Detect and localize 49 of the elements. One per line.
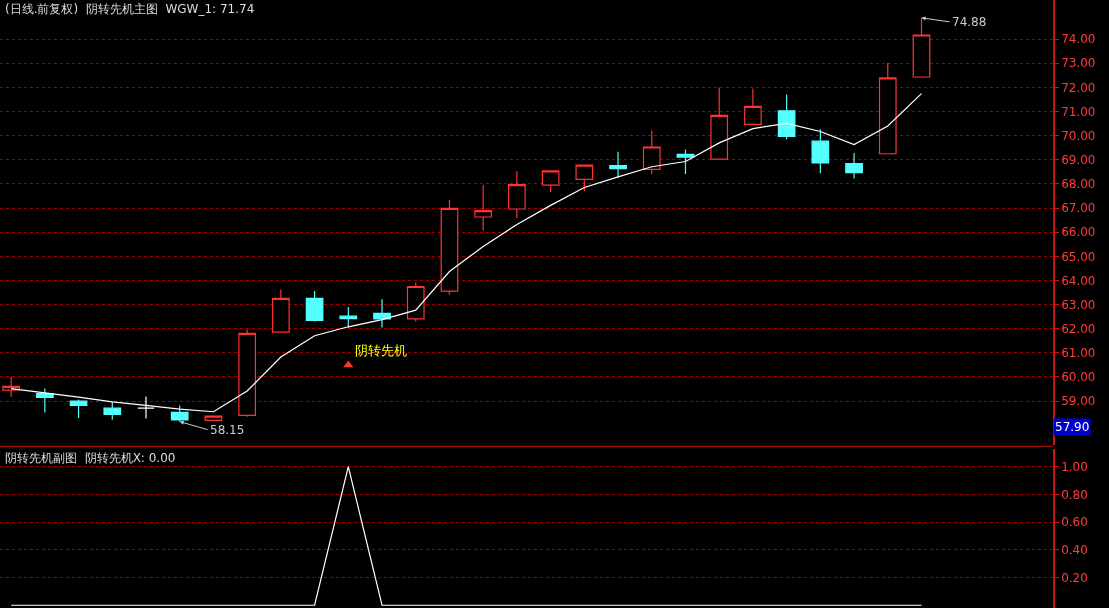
candlestick — [575, 164, 594, 192]
candlestick — [541, 170, 560, 193]
candlestick — [676, 148, 695, 175]
candlestick — [305, 290, 324, 323]
candlestick — [508, 170, 526, 219]
y-tick-label: 64.00 — [1061, 273, 1096, 288]
candlestick — [69, 398, 88, 419]
y-tick-label: 63.00 — [1061, 297, 1096, 312]
candlestick — [845, 152, 863, 180]
candlestick — [238, 328, 257, 418]
candlestick — [204, 415, 223, 422]
y-tick-label: 67.00 — [1061, 201, 1096, 216]
candlestick — [406, 281, 425, 323]
candlestick — [440, 199, 459, 296]
y-tick-label: 60.00 — [1061, 370, 1096, 385]
y-tick-label: 0.60 — [1061, 515, 1088, 530]
y-tick-label: 69.00 — [1061, 152, 1096, 167]
series-label: 阴转先机 — [354, 343, 407, 359]
y-tick-label: 1.00 — [1061, 459, 1088, 474]
y-tick-label: 0.40 — [1061, 543, 1088, 558]
y-tick-label: 61.00 — [1061, 346, 1096, 361]
candlestick — [272, 288, 290, 333]
annotation: 58.15 — [210, 423, 245, 437]
candlestick — [710, 87, 729, 160]
candlestick — [474, 184, 493, 232]
y-tick-label: 0.20 — [1061, 570, 1088, 585]
chart-title: (日线.前复权) 阴转先机主图 WGW_1: 71.74 — [5, 2, 255, 16]
chart-title: 阴转先机副图 阴转先机X: 0.00 — [5, 451, 176, 465]
candlestick — [744, 87, 762, 125]
y-tick-label: 66.00 — [1061, 225, 1096, 240]
text: 74.88 — [952, 15, 987, 29]
candlestick — [777, 94, 796, 140]
y-tick-label: 72.00 — [1061, 80, 1096, 95]
candlestick — [373, 298, 391, 329]
candlestick — [609, 151, 627, 179]
y-tick-label: 71.00 — [1061, 104, 1096, 119]
text: 57.90 — [1055, 420, 1090, 434]
y-tick-label: 68.00 — [1061, 177, 1096, 192]
y-tick-label: 0.80 — [1061, 487, 1088, 502]
y-tick-label: 59.00 — [1061, 394, 1096, 409]
candlestick — [811, 128, 830, 174]
y-tick-label: 65.00 — [1061, 249, 1096, 264]
y-tick-label: 74.00 — [1061, 32, 1096, 47]
candlestick — [642, 129, 661, 175]
y-tick-label: 62.00 — [1061, 321, 1096, 336]
candlestick — [878, 62, 897, 155]
candlestick — [103, 401, 122, 421]
y-tick-label: 70.00 — [1061, 128, 1096, 143]
y-tick-label: 73.00 — [1061, 56, 1096, 71]
